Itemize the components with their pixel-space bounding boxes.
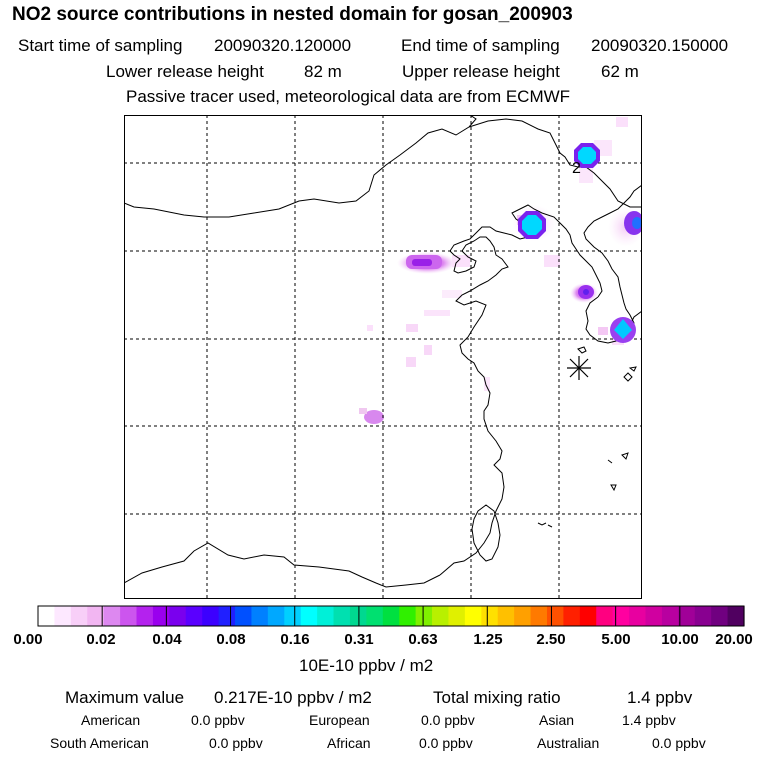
total-mixing-value: 1.4 ppbv bbox=[627, 688, 693, 707]
hotspot-korea-north bbox=[578, 285, 594, 299]
colorbar-swatch bbox=[399, 606, 417, 626]
hotspots bbox=[406, 143, 642, 343]
colorbar-swatch bbox=[415, 606, 433, 626]
colorbar-swatch bbox=[366, 606, 384, 626]
region-value: 0.0 ppbv bbox=[191, 712, 245, 728]
colorbar-swatch bbox=[464, 606, 482, 626]
colorbar-swatch bbox=[317, 606, 335, 626]
colorbar-swatch bbox=[612, 606, 630, 626]
colorbar-swatch bbox=[54, 606, 72, 626]
map-frame bbox=[124, 115, 642, 599]
hotspot-beijing bbox=[406, 255, 442, 269]
max-value-label: Maximum value bbox=[65, 688, 185, 707]
end-time-label: End time of sampling bbox=[401, 36, 560, 55]
region-name: Asian bbox=[539, 712, 575, 728]
total-mixing-label: Total mixing ratio bbox=[433, 688, 561, 707]
colorbar-swatch bbox=[333, 606, 351, 626]
colorbar-tick-label: 0.31 bbox=[344, 631, 374, 648]
colorbar bbox=[37, 605, 745, 627]
colorbar-swatch bbox=[202, 606, 220, 626]
region-name: American bbox=[81, 712, 141, 728]
colorbar-tick-label: 0.08 bbox=[216, 631, 246, 648]
colorbar-swatch bbox=[448, 606, 466, 626]
colorbar-swatch bbox=[169, 606, 187, 626]
hotspot-korea-south bbox=[610, 317, 636, 343]
hotspot-east-edge bbox=[624, 211, 642, 235]
start-time-label: Start time of sampling bbox=[18, 36, 183, 55]
colorbar-swatch bbox=[120, 606, 138, 626]
colorbar-swatch bbox=[103, 606, 121, 626]
colorbar-swatch bbox=[382, 606, 400, 626]
colorbar-tick-label: 0.63 bbox=[408, 631, 438, 648]
colorbar-swatch bbox=[711, 606, 729, 626]
colorbar-swatch bbox=[514, 606, 532, 626]
colorbar-swatch bbox=[185, 606, 203, 626]
region-value: 0.0 ppbv bbox=[419, 735, 473, 751]
upper-release-value: 62 m bbox=[601, 62, 639, 81]
colorbar-tick-label: 0.04 bbox=[152, 631, 182, 648]
region-name: African bbox=[327, 735, 371, 751]
colorbar-swatch bbox=[267, 606, 285, 626]
colorbar-swatch bbox=[596, 606, 614, 626]
region-name: South American bbox=[50, 735, 149, 751]
colorbar-tick-label: 2.50 bbox=[536, 631, 566, 648]
colorbar-swatch bbox=[661, 606, 679, 626]
colorbar-swatch bbox=[218, 606, 236, 626]
tracer-note: Passive tracer used, meteorological data… bbox=[126, 87, 571, 106]
region-name: European bbox=[309, 712, 370, 728]
region-value: 1.4 ppbv bbox=[622, 712, 676, 728]
colorbar-tick-label: 20.00 bbox=[715, 631, 753, 648]
receptor-marker-icon bbox=[567, 356, 591, 380]
colorbar-swatch bbox=[629, 606, 647, 626]
colorbar-swatch bbox=[87, 606, 105, 626]
colorbar-swatch bbox=[38, 606, 56, 626]
colorbar-swatch bbox=[235, 606, 253, 626]
colorbar-swatch bbox=[727, 606, 745, 626]
hotspot-north bbox=[574, 143, 600, 168]
colorbar-swatch bbox=[694, 606, 712, 626]
colorbar-swatch bbox=[152, 606, 170, 626]
colorbar-swatch bbox=[136, 606, 154, 626]
map-panel: 2 bbox=[124, 115, 642, 599]
colorbar-swatch bbox=[481, 606, 499, 626]
max-value: 0.217E-10 ppbv / m2 bbox=[214, 688, 372, 707]
colorbar-swatch bbox=[251, 606, 269, 626]
colorbar-tick-label: 1.25 bbox=[473, 631, 503, 648]
hotspot-manchuria bbox=[518, 211, 546, 239]
colorbar-swatch bbox=[300, 606, 318, 626]
colorbar-tick-label: 0.16 bbox=[280, 631, 310, 648]
region-value: 0.0 ppbv bbox=[421, 712, 475, 728]
colorbar-swatch bbox=[678, 606, 696, 626]
colorbar-swatch bbox=[497, 606, 515, 626]
upper-release-label: Upper release height bbox=[402, 62, 560, 81]
colorbar-tick-label: 0.00 bbox=[13, 631, 43, 648]
region-value: 0.0 ppbv bbox=[652, 735, 706, 751]
region-name: Australian bbox=[537, 735, 600, 751]
map-label-2: 2 bbox=[572, 160, 581, 177]
colorbar-tick-label: 0.02 bbox=[86, 631, 116, 648]
colorbar-tick-label: 10.00 bbox=[661, 631, 699, 648]
lower-release-value: 82 m bbox=[304, 62, 342, 81]
colorbar-swatch bbox=[563, 606, 581, 626]
colorbar-swatch bbox=[546, 606, 564, 626]
colorbar-swatch bbox=[645, 606, 663, 626]
start-time-value: 20090320.120000 bbox=[214, 36, 352, 55]
colorbar-swatch bbox=[284, 606, 302, 626]
colorbar-swatch bbox=[432, 606, 450, 626]
colorbar-swatch bbox=[579, 606, 597, 626]
colorbar-swatch bbox=[530, 606, 548, 626]
graticule bbox=[124, 115, 642, 599]
colorbar-unit: 10E-10 ppbv / m2 bbox=[299, 656, 434, 675]
lower-release-label: Lower release height bbox=[106, 62, 264, 81]
colorbar-tick-label: 5.00 bbox=[601, 631, 631, 648]
colorbar-swatch bbox=[70, 606, 88, 626]
region-value: 0.0 ppbv bbox=[209, 735, 263, 751]
end-time-value: 20090320.150000 bbox=[591, 36, 729, 55]
page-title: NO2 source contributions in nested domai… bbox=[12, 4, 573, 25]
colorbar-frame bbox=[37, 605, 745, 627]
